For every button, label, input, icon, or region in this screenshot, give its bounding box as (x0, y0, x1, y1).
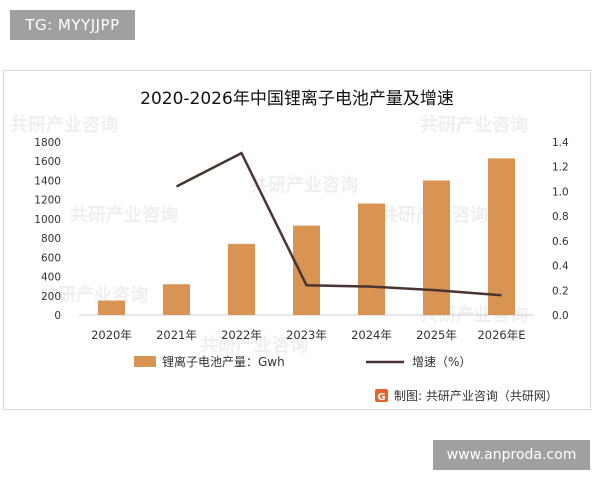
bar (163, 284, 190, 315)
watermark-text: 共研产业咨询 (70, 204, 178, 226)
left-tick-label: 1200 (34, 195, 61, 207)
right-tick-label: 1.0 (552, 186, 569, 198)
footer-site-tag: www.anproda.com (433, 440, 590, 470)
bar (293, 225, 320, 315)
legend-bar-label: 锂离子电池产量：Gwh (162, 354, 285, 369)
right-tick-label: 0.6 (552, 236, 569, 248)
x-tick-label: 2022年 (221, 328, 262, 342)
legend-line-label: 增速（%） (412, 355, 471, 369)
x-tick-label: 2023年 (286, 328, 327, 342)
left-tick-label: 400 (41, 272, 61, 284)
right-tick-label: 0.2 (552, 285, 569, 297)
left-tick-label: 0 (54, 310, 61, 322)
top-tag: TG: MYYJJPP (10, 10, 135, 40)
left-tick-label: 1600 (34, 156, 61, 168)
right-tick-label: 0.8 (552, 211, 569, 223)
right-tick-label: 1.4 (552, 137, 569, 149)
source-logo-glyph: G (377, 392, 385, 403)
x-axis: 2020年 2021年 2022年 2023年 2024年 2025年 2026年E (91, 328, 525, 342)
x-tick-label: 2025年 (416, 328, 457, 342)
left-axis: 0 200 400 600 800 1000 1200 1400 1600 1800 (34, 137, 61, 322)
bar (98, 300, 125, 315)
watermark-text: 共研产业咨询 (10, 114, 118, 136)
right-tick-label: 0.0 (552, 310, 569, 322)
chart-title: 2020-2026年中国锂离子电池产量及增速 (140, 89, 454, 109)
x-tick-label: 2026年E (477, 328, 525, 342)
bar (423, 180, 450, 315)
bar (358, 203, 385, 315)
x-tick-label: 2024年 (351, 328, 392, 342)
x-tick-label: 2021年 (156, 328, 197, 342)
bar (488, 158, 515, 315)
left-tick-label: 600 (41, 252, 61, 264)
left-tick-label: 1000 (34, 214, 61, 226)
chart-card: 共研产业咨询 共研产业咨询 共研产业咨询 共研产业咨询 共研产业咨询 共研产业咨询 共研产业… (3, 70, 591, 410)
right-tick-label: 1.2 (552, 162, 569, 174)
bar (228, 243, 255, 315)
source-label: 制图: 共研产业咨询（共研网） (394, 388, 558, 403)
watermark-text: 共研产业咨询 (200, 334, 308, 356)
growth-line (175, 151, 502, 297)
line-series (175, 151, 502, 297)
chart-svg: 共研产业咨询 共研产业咨询共研产业咨询共研产业咨询共研产业咨询共研产业咨询共研产业… (10, 89, 569, 403)
left-tick-label: 1400 (34, 175, 61, 187)
right-tick-label: 0.4 (552, 261, 569, 273)
left-tick-label: 200 (41, 291, 61, 303)
legend-bar-swatch (134, 356, 156, 367)
bar-series (98, 158, 515, 315)
left-tick-label: 1800 (34, 137, 61, 149)
left-tick-label: 800 (41, 233, 61, 245)
legend: 锂离子电池产量：Gwh 增速（%） (134, 354, 471, 369)
watermark: 共研产业咨询 共研产业咨询共研产业咨询共研产业咨询共研产业咨询共研产业咨询共研产业… (10, 114, 528, 356)
source-logo-icon (375, 389, 388, 402)
x-tick-label: 2020年 (91, 328, 132, 342)
right-axis: 0.0 0.2 0.4 0.6 0.8 1.0 1.2 1.4 (552, 137, 569, 322)
watermark-text: 共研产业咨询 (40, 284, 148, 306)
watermark-text: 共研产业咨询 (420, 114, 528, 136)
watermark-text: 共研产业咨询 (250, 174, 358, 196)
source-credit: G 制图: 共研产业咨询（共研网） (375, 388, 558, 403)
